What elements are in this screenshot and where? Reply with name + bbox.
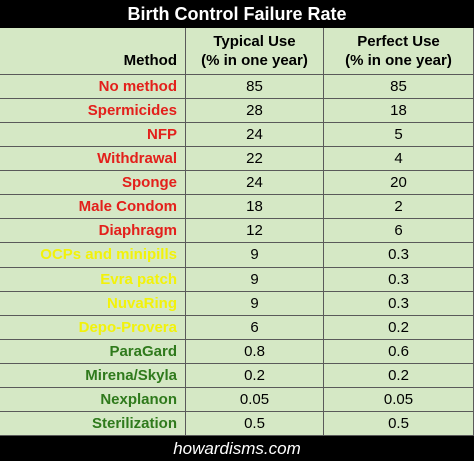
value-cell: 18 (324, 99, 474, 124)
header-line: Typical Use (213, 33, 296, 50)
value-cell: 85 (324, 75, 474, 100)
value-cell: 0.2 (324, 315, 474, 340)
value-cell: 9 (186, 243, 324, 268)
value-cell: 0.5 (186, 411, 324, 436)
method-cell: Mirena/Skyla (0, 363, 186, 388)
value-cell: 2 (324, 195, 474, 220)
header-cell: Perfect Use (% in one year) (324, 28, 474, 75)
value-cell: 0.3 (324, 291, 474, 316)
value-cell: 0.2 (324, 363, 474, 388)
value-cell: 9 (186, 291, 324, 316)
value-cell: 0.3 (324, 267, 474, 292)
header-line: (% in one year) (345, 52, 452, 69)
value-cell: 0.6 (324, 339, 474, 364)
method-cell: Nexplanon (0, 387, 186, 412)
value-cell: 0.3 (324, 243, 474, 268)
value-cell: 9 (186, 267, 324, 292)
value-cell: 0.05 (186, 387, 324, 412)
value-cell: 28 (186, 99, 324, 124)
method-cell: Sponge (0, 171, 186, 196)
value-cell: 12 (186, 219, 324, 244)
value-cell: 18 (186, 195, 324, 220)
value-cell: 6 (324, 219, 474, 244)
value-cell: 24 (186, 123, 324, 148)
footer: howardisms.com (173, 439, 301, 458)
method-cell: ParaGard (0, 339, 186, 364)
value-cell: 0.05 (324, 387, 474, 412)
value-cell: 0.5 (324, 411, 474, 436)
value-cell: 0.2 (186, 363, 324, 388)
title: Birth Control Failure Rate (127, 4, 347, 24)
value-cell: 6 (186, 315, 324, 340)
method-cell: No method (0, 75, 186, 100)
method-cell: Male Condom (0, 195, 186, 220)
method-cell: Depo-Provera (0, 315, 186, 340)
header-line: Perfect Use (357, 33, 440, 50)
method-cell: Sterilization (0, 411, 186, 436)
value-cell: 0.8 (186, 339, 324, 364)
method-cell: NuvaRing (0, 291, 186, 316)
header-cell: Method (0, 28, 186, 75)
method-cell: Spermicides (0, 99, 186, 124)
value-cell: 22 (186, 147, 324, 172)
method-cell: Withdrawal (0, 147, 186, 172)
header-cell: Typical Use (% in one year) (186, 28, 324, 75)
header-line: (% in one year) (201, 52, 308, 69)
method-cell: OCPs and minipills (0, 243, 186, 268)
value-cell: 85 (186, 75, 324, 100)
method-cell: Diaphragm (0, 219, 186, 244)
value-cell: 4 (324, 147, 474, 172)
value-cell: 24 (186, 171, 324, 196)
table: Method Typical Use (% in one year) Perfect … (0, 28, 474, 436)
value-cell: 5 (324, 123, 474, 148)
method-cell: Evra patch (0, 267, 186, 292)
method-cell: NFP (0, 123, 186, 148)
value-cell: 20 (324, 171, 474, 196)
